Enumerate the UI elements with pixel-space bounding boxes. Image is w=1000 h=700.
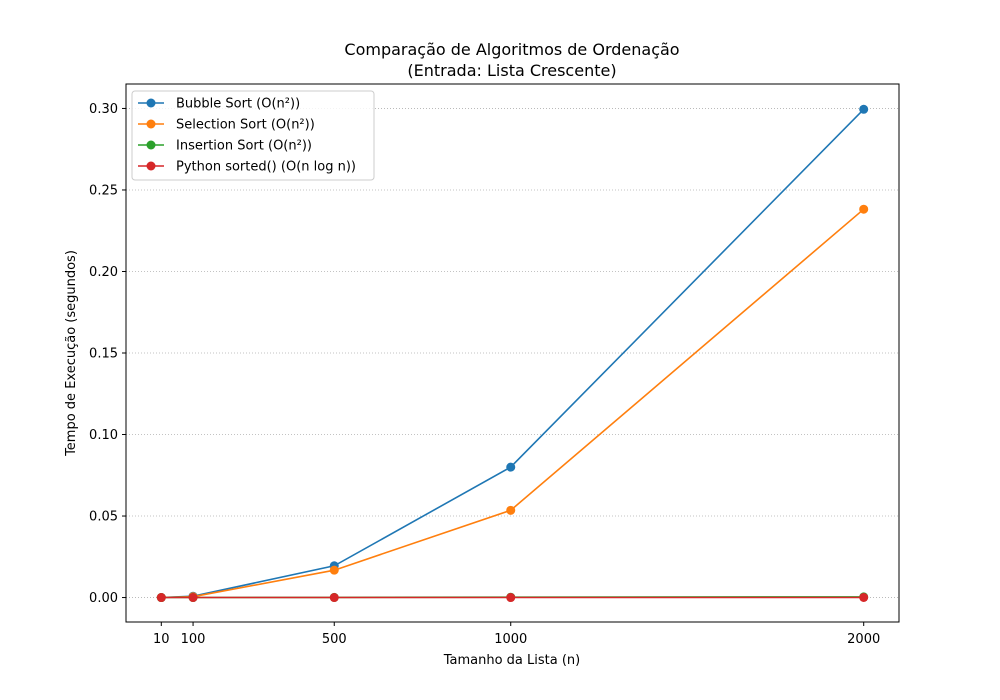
data-point-bubble-sort-o-n — [506, 462, 516, 472]
x-tick-label: 2000 — [847, 632, 880, 647]
x-axis-label: Tamanho da Lista (n) — [443, 653, 581, 668]
y-axis-label: Tempo de Execução (segundos) — [64, 250, 79, 457]
legend-marker — [146, 140, 156, 150]
y-tick-label: 0.20 — [89, 265, 118, 280]
y-tick-label: 0.05 — [89, 510, 118, 525]
legend-marker — [146, 98, 156, 108]
y-axis-ticks: 0.00 0.05 0.10 0.15 0.20 0.25 0.30 — [89, 102, 126, 606]
x-tick-label: 1000 — [494, 632, 527, 647]
series-lines — [156, 104, 869, 603]
y-tick-label: 0.15 — [89, 347, 118, 362]
legend-box — [131, 90, 375, 181]
legend-label: Python sorted() (O(n log n)) — [176, 160, 356, 175]
y-tick-label: 0.10 — [89, 428, 118, 443]
x-tick-label: 100 — [181, 632, 206, 647]
data-point-python-sorted-o-n-log-n — [859, 592, 869, 602]
series-line-bubble-sort-o-n — [161, 108, 865, 599]
legend-label: Bubble Sort (O(n²)) — [176, 97, 300, 112]
legend: Bubble Sort (O(n²)) Selection Sort (O(n²)… — [131, 90, 375, 181]
data-point-selection-sort-o-n — [506, 505, 516, 515]
series-line-selection-sort-o-n — [161, 208, 865, 599]
y-tick-label: 0.00 — [89, 591, 118, 606]
data-point-python-sorted-o-n-log-n — [188, 593, 198, 603]
data-point-selection-sort-o-n — [329, 565, 339, 575]
data-point-python-sorted-o-n-log-n — [329, 593, 339, 603]
legend-label: Insertion Sort (O(n²)) — [176, 139, 312, 154]
data-point-python-sorted-o-n-log-n — [156, 593, 166, 603]
x-tick-label: 10 — [153, 632, 170, 647]
legend-label: Selection Sort (O(n²)) — [176, 118, 315, 133]
data-point-selection-sort-o-n — [859, 204, 869, 214]
y-tick-label: 0.25 — [89, 183, 118, 198]
grid-lines — [126, 108, 899, 598]
x-tick-label: 500 — [322, 632, 347, 647]
legend-marker — [146, 119, 156, 129]
chart-subtitle: (Entrada: Lista Crescente) — [407, 61, 616, 80]
data-point-python-sorted-o-n-log-n — [506, 593, 516, 603]
y-tick-label: 0.30 — [89, 102, 118, 117]
legend-marker — [146, 161, 156, 171]
data-point-bubble-sort-o-n — [859, 104, 869, 114]
x-axis-ticks: 10 100 500 1000 2000 — [153, 622, 880, 647]
chart-title: Comparação de Algoritmos de Ordenação — [344, 40, 679, 59]
